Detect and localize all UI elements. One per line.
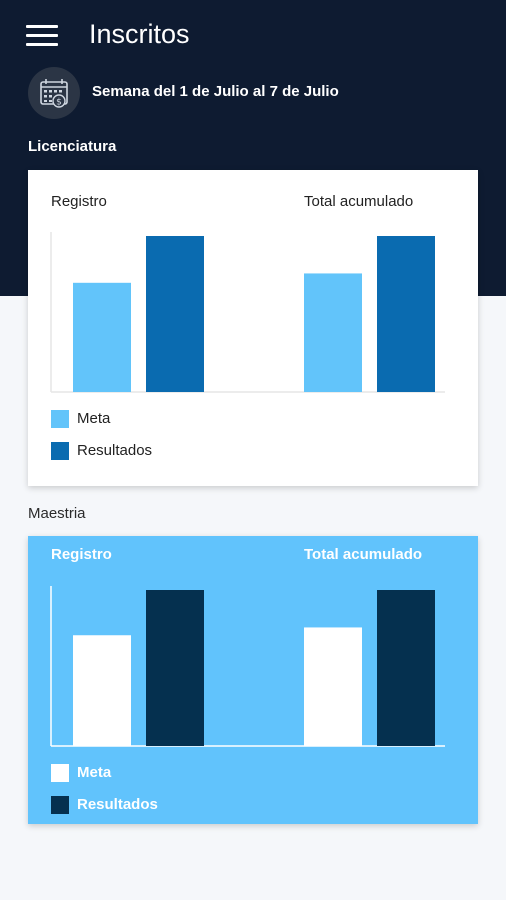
svg-text:$: $	[56, 98, 62, 108]
legend-swatch-resultados	[51, 796, 69, 814]
licenciatura-chart-card: Registro Total acumulado Meta Resultados	[28, 170, 478, 486]
maestria-chart-card: Registro Total acumulado Meta Resultados	[28, 536, 478, 824]
page-title: Inscritos	[89, 19, 190, 49]
legend-label-resultados: Resultados	[77, 796, 158, 813]
legend-label-meta: Meta	[77, 410, 111, 427]
legend-swatch-meta	[51, 764, 69, 782]
legend-swatch-meta	[51, 410, 69, 428]
hamburger-menu-icon[interactable]	[26, 22, 60, 48]
chart-title-registro: Registro	[51, 193, 107, 210]
top-app-bar: Inscritos	[0, 0, 506, 68]
chart-title-total-acumulado: Total acumulado	[304, 546, 423, 563]
legend-label-meta: Meta	[77, 764, 112, 781]
chart-title-registro: Registro	[51, 546, 112, 563]
bar-registro-meta	[73, 635, 131, 746]
bar-registro-resultados	[146, 590, 204, 746]
section-title-licenciatura: Licenciatura	[28, 138, 117, 155]
bar-total-acumulado-resultados	[377, 590, 435, 746]
week-range-label: Semana del 1 de Julio al 7 de Julio	[92, 83, 339, 100]
bar-total-acumulado-resultados	[377, 236, 435, 392]
maestria-bar-chart	[50, 586, 445, 747]
bar-total-acumulado-meta	[304, 627, 362, 746]
licenciatura-bar-chart	[50, 232, 445, 393]
bar-registro-meta	[73, 282, 131, 392]
week-selector[interactable]: $ Semana del 1 de Julio al 7 de Julio	[28, 64, 498, 120]
section-title-maestria: Maestria	[28, 505, 86, 522]
bar-registro-resultados	[146, 236, 204, 392]
calendar-dollar-icon: $	[28, 67, 80, 119]
chart-title-total-acumulado: Total acumulado	[304, 193, 414, 210]
bar-total-acumulado-meta	[304, 273, 362, 392]
legend-swatch-resultados	[51, 442, 69, 460]
legend-label-resultados: Resultados	[77, 442, 153, 459]
